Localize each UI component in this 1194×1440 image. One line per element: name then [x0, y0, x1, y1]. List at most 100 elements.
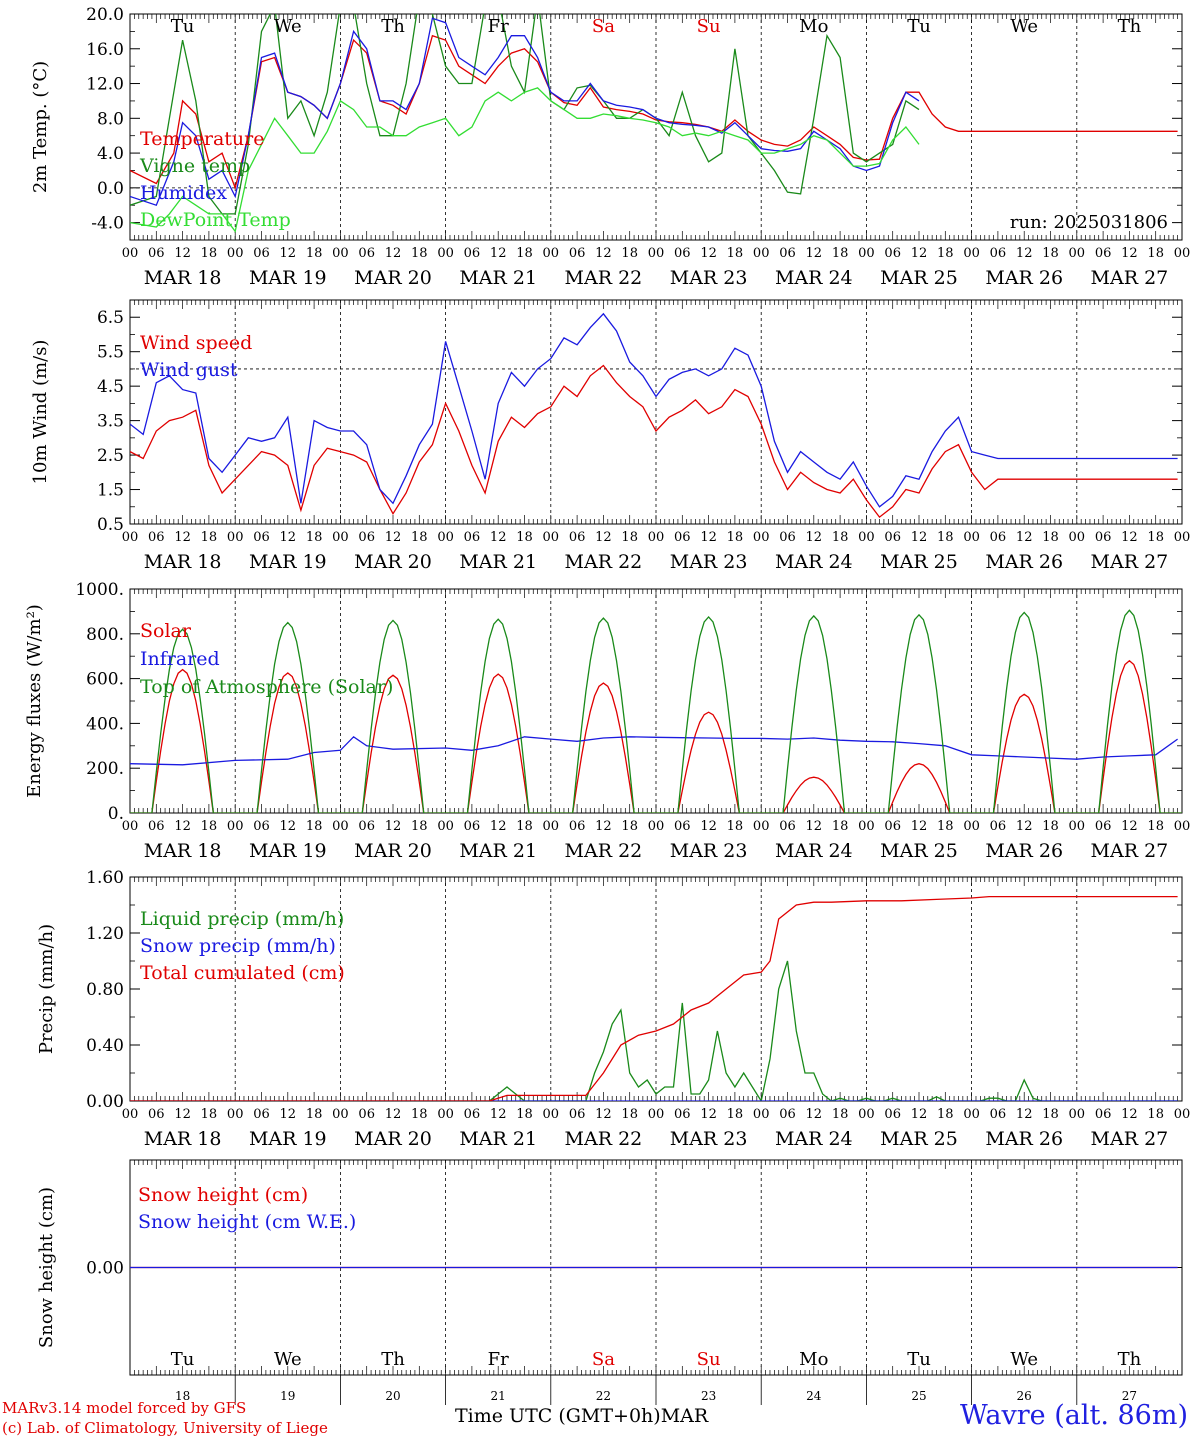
- y-tick-label: 4.0: [97, 144, 124, 164]
- hour-label: 00: [1174, 246, 1191, 261]
- day-number-label: 24: [806, 1389, 822, 1403]
- day-number-label: 19: [280, 1389, 295, 1403]
- day-number-label: 21: [491, 1389, 506, 1403]
- hour-label: 12: [911, 1107, 928, 1122]
- hour-label: 00: [543, 1107, 560, 1122]
- legend-entry: Liquid precip (mm/h): [140, 908, 344, 930]
- series-line: [130, 17, 920, 207]
- hour-label: 06: [358, 530, 375, 545]
- hour-label: 06: [1095, 246, 1112, 261]
- legend-entry: Infrared: [140, 648, 220, 670]
- date-label: MAR 19: [249, 551, 327, 573]
- hour-label: 00: [437, 1107, 454, 1122]
- hour-label: 00: [122, 246, 139, 261]
- run-annotation: run: 2025031806: [1010, 212, 1168, 233]
- hour-label: 00: [963, 530, 980, 545]
- hour-label: 18: [727, 246, 744, 261]
- hour-label: 12: [700, 246, 717, 261]
- hour-label: 12: [280, 819, 297, 834]
- y-axis-title: Precip (mm/h): [36, 924, 57, 1054]
- hour-label: 00: [753, 246, 770, 261]
- hour-label: 00: [858, 819, 875, 834]
- hour-label: 12: [806, 1107, 823, 1122]
- hour-label: 12: [490, 819, 507, 834]
- hour-label: 00: [227, 530, 244, 545]
- hour-label: 12: [595, 246, 612, 261]
- weekday-label: Mo: [799, 16, 828, 37]
- hour-label: 06: [253, 1107, 270, 1122]
- series-group: [130, 895, 1178, 1101]
- hour-label: 12: [490, 246, 507, 261]
- date-label: MAR 18: [144, 267, 222, 289]
- y-tick-label: 600.: [86, 670, 124, 690]
- hour-label: 12: [490, 1107, 507, 1122]
- y-tick-label: -4.0: [91, 214, 124, 234]
- y-tick-label: 0.: [108, 804, 124, 824]
- hour-label: 12: [595, 530, 612, 545]
- y-tick-label: 0.40: [86, 1036, 124, 1056]
- hour-label: 06: [674, 1107, 691, 1122]
- hour-label: 06: [253, 246, 270, 261]
- date-label: MAR 25: [880, 1128, 958, 1150]
- weekday-label: Fr: [488, 1349, 509, 1370]
- hour-label: 12: [911, 819, 928, 834]
- hour-label: 18: [1042, 246, 1059, 261]
- y-tick-label: 4.5: [97, 377, 124, 397]
- hour-label: 06: [148, 530, 165, 545]
- date-label: MAR 21: [459, 267, 537, 289]
- hour-label: 00: [858, 246, 875, 261]
- hour-label: 18: [937, 1107, 954, 1122]
- hour-label: 06: [1095, 819, 1112, 834]
- legend-entry: Wind gust: [140, 359, 238, 381]
- hour-label: 18: [411, 1107, 428, 1122]
- weekday-label: Su: [697, 16, 721, 37]
- date-label: MAR 24: [775, 551, 853, 573]
- hour-label: 06: [569, 1107, 586, 1122]
- panel-2: 6.5 5.5 4.5 3.5 2.5 1.5 0.5 10m Wind (m/s) Wind …: [30, 299, 1190, 573]
- hour-label: 06: [148, 819, 165, 834]
- date-label: MAR 26: [985, 840, 1063, 862]
- hour-label: 06: [464, 246, 481, 261]
- hour-label: 06: [358, 819, 375, 834]
- hour-label: 12: [700, 819, 717, 834]
- hour-label: 18: [621, 819, 638, 834]
- hour-label: 12: [385, 1107, 402, 1122]
- hour-label: 00: [858, 530, 875, 545]
- hour-label: 18: [516, 246, 533, 261]
- day-number-label: 27: [1122, 1389, 1137, 1403]
- hour-label: 06: [990, 819, 1007, 834]
- hour-label: 06: [358, 1107, 375, 1122]
- date-label: MAR 25: [880, 551, 958, 573]
- hour-label: 06: [148, 1107, 165, 1122]
- hour-label: 06: [674, 530, 691, 545]
- date-label: MAR 26: [985, 551, 1063, 573]
- hour-label: 18: [1147, 530, 1164, 545]
- y-tick-label: 12.0: [86, 75, 124, 95]
- hour-label: 12: [700, 530, 717, 545]
- legend-entry: Snow precip (mm/h): [140, 935, 336, 957]
- hour-label: 00: [648, 246, 665, 261]
- hour-label: 18: [1147, 1107, 1164, 1122]
- hour-label: 18: [1147, 819, 1164, 834]
- hour-label: 06: [569, 819, 586, 834]
- hour-label: 12: [1121, 819, 1138, 834]
- legend-entry: Top of Atmosphere (Solar): [140, 676, 393, 698]
- date-label: MAR 19: [249, 840, 327, 862]
- weekday-label: Tu: [907, 16, 931, 37]
- y-axis-title: 2m Temp. (°C): [30, 61, 51, 193]
- hour-label: 06: [990, 1107, 1007, 1122]
- hour-label: 18: [411, 530, 428, 545]
- date-label: MAR 19: [249, 1128, 327, 1150]
- hour-label: 18: [937, 530, 954, 545]
- hour-label: 18: [1042, 530, 1059, 545]
- hour-label: 18: [516, 1107, 533, 1122]
- hour-label: 18: [201, 530, 218, 545]
- y-tick-label: 6.5: [97, 308, 124, 328]
- hour-label: 00: [332, 819, 349, 834]
- hour-label: 06: [884, 1107, 901, 1122]
- hour-label: 12: [911, 530, 928, 545]
- weekday-label: Fr: [488, 16, 509, 37]
- y-tick-label: 1.5: [97, 481, 124, 501]
- hour-label: 18: [621, 530, 638, 545]
- hour-label: 06: [358, 246, 375, 261]
